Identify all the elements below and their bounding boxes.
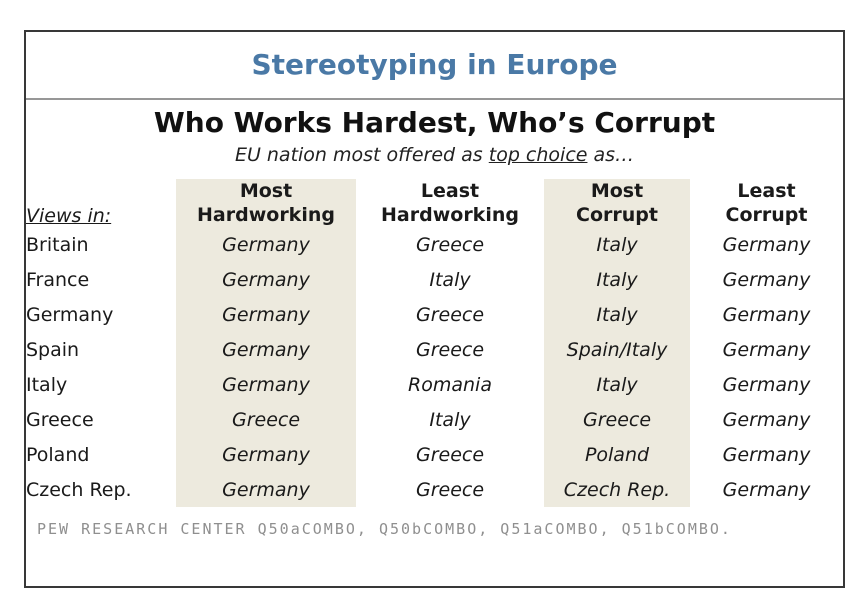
table-cell: Greece — [544, 402, 690, 437]
table-body: Britain Germany Greece Italy Germany France Ge… — [26, 227, 843, 507]
row-label-country: Spain — [26, 338, 80, 361]
row-label-country: Germany — [26, 303, 114, 326]
table-row: Germany Germany Greece Italy Germany — [26, 297, 843, 332]
row-label-country: Britain — [26, 233, 89, 256]
table-cell: Germany — [722, 303, 811, 326]
table-cell: Spain/Italy — [544, 332, 690, 367]
table-cell: Germany — [722, 478, 811, 501]
table-row: Czech Rep. Germany Greece Czech Rep. Germany — [26, 472, 843, 507]
table-cell: Germany — [722, 268, 811, 291]
table-cell: Italy — [544, 367, 690, 402]
table-row: France Germany Italy Italy Germany — [26, 262, 843, 297]
table-cell: Greece — [176, 402, 356, 437]
table-cell: Germany — [176, 262, 356, 297]
col-header-line: Least — [737, 180, 796, 202]
table-cell: Germany — [176, 472, 356, 507]
col-header-line: Most — [590, 180, 644, 202]
col-header-line: Most — [239, 180, 293, 202]
table-cell: Italy — [544, 297, 690, 332]
table-cell: Greece — [415, 478, 485, 501]
table-row: Italy Germany Romania Italy Germany — [26, 367, 843, 402]
table-cell: Germany — [722, 443, 811, 466]
row-label-country: France — [26, 268, 90, 291]
table-cell: Germany — [176, 297, 356, 332]
table-cell: Germany — [176, 332, 356, 367]
table-cell: Czech Rep. — [544, 472, 690, 507]
source-note: PEW RESEARCH CENTER Q50aCOMBO, Q50bCOMBO… — [37, 520, 732, 538]
table-row: Britain Germany Greece Italy Germany — [26, 227, 843, 262]
table-cell: Italy — [544, 227, 690, 262]
row-label-country: Poland — [26, 443, 90, 466]
chart-tagline: EU nation most offered as top choice as… — [26, 142, 843, 168]
col-header-line: Least — [420, 180, 480, 202]
table-cell: Germany — [722, 408, 811, 431]
col-header-line: Corrupt — [576, 204, 658, 226]
row-header-label: Views in: — [26, 205, 112, 227]
table-cell: Greece — [415, 233, 485, 256]
table-cell: Romania — [408, 373, 492, 396]
table-cell: Greece — [415, 338, 485, 361]
col-header-line: Hardworking — [197, 204, 335, 226]
col-header-least-corrupt: Least Corrupt — [690, 179, 843, 227]
row-label-country: Italy — [26, 373, 68, 396]
table-header-row: Views in: Most Hardworking Least Hardworki… — [26, 179, 843, 227]
table-cell: Italy — [429, 268, 471, 291]
col-header-most-corrupt: Most Corrupt — [544, 179, 690, 227]
row-label-country: Greece — [26, 408, 94, 431]
table-cell: Germany — [176, 367, 356, 402]
tagline-underlined: top choice — [488, 144, 588, 166]
table-cell: Germany — [722, 373, 811, 396]
table-cell: Greece — [415, 303, 485, 326]
chart-subtitle: Who Works Hardest, Who’s Corrupt — [153, 106, 716, 139]
col-header-line: Hardworking — [381, 204, 519, 226]
stereotype-table: Views in: Most Hardworking Least Hardworki… — [26, 179, 843, 507]
table-cell: Germany — [176, 227, 356, 262]
table-cell: Greece — [415, 443, 485, 466]
table-row: Poland Germany Greece Poland Germany — [26, 437, 843, 472]
table-cell: Germany — [722, 233, 811, 256]
row-label-country: Czech Rep. — [26, 478, 132, 501]
table-cell: Italy — [544, 262, 690, 297]
tagline-prefix: EU nation most offered as — [234, 144, 489, 166]
col-header-most-hardworking: Most Hardworking — [176, 179, 356, 227]
table-row: Spain Germany Greece Spain/Italy Germany — [26, 332, 843, 367]
table-row: Greece Greece Italy Greece Germany — [26, 402, 843, 437]
table-cell: Germany — [722, 338, 811, 361]
report-card: Stereotyping in Europe Who Works Hardest… — [24, 30, 845, 588]
table-cell: Italy — [429, 408, 471, 431]
tagline-suffix: as… — [587, 144, 635, 166]
table-cell: Germany — [176, 437, 356, 472]
col-header-least-hardworking: Least Hardworking — [356, 179, 544, 227]
col-header-line: Corrupt — [725, 204, 808, 226]
chart-title: Stereotyping in Europe — [26, 32, 843, 100]
table-cell: Poland — [544, 437, 690, 472]
